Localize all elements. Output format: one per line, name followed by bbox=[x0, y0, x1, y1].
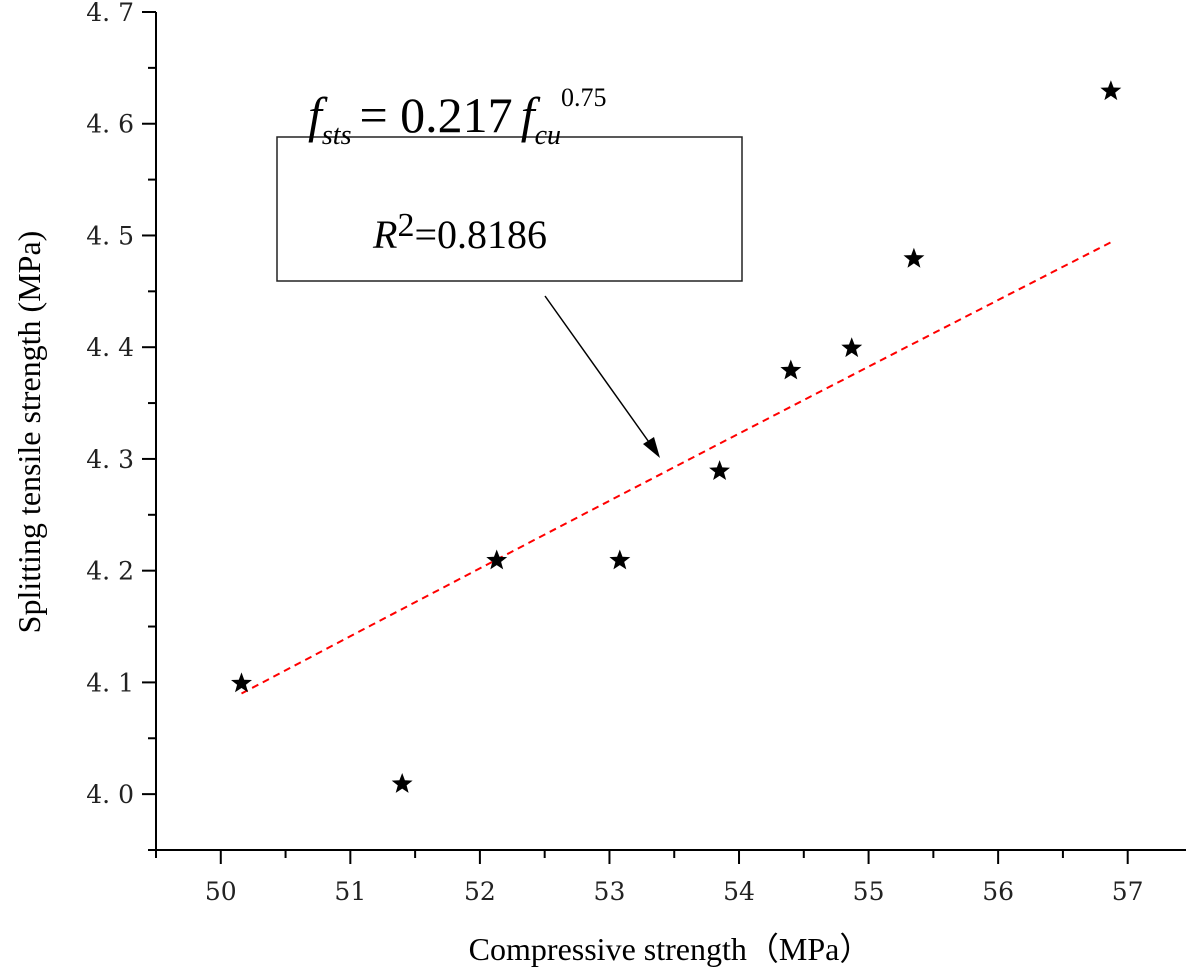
x-tick-label: 54 bbox=[723, 877, 755, 906]
data-point-star bbox=[231, 672, 252, 693]
x-tick-label: 52 bbox=[464, 877, 496, 906]
equation-annotation: fsts = 0.217 fcu0.75 R2=0.8186 bbox=[276, 83, 743, 458]
y-tick-label: 4. 5 bbox=[86, 221, 134, 250]
fit-line bbox=[241, 241, 1112, 695]
x-tick-label: 50 bbox=[205, 877, 237, 906]
annotation-arrow-line bbox=[544, 295, 657, 453]
data-point-star bbox=[391, 773, 413, 793]
fit-line-group bbox=[241, 241, 1112, 695]
y-axis-label: Splitting tensile strength (MPa) bbox=[11, 231, 47, 634]
data-points bbox=[231, 80, 1122, 793]
y-tick-label: 4. 2 bbox=[86, 557, 134, 586]
data-point-star bbox=[1100, 80, 1122, 101]
annotation-arrowhead bbox=[643, 437, 660, 458]
x-tick-label: 57 bbox=[1112, 877, 1144, 906]
x-tick-label: 56 bbox=[982, 877, 1014, 906]
data-point-star bbox=[709, 460, 730, 480]
x-tick-label: 55 bbox=[853, 877, 885, 906]
y-tick-label: 4. 6 bbox=[86, 110, 134, 139]
y-tick-label: 4. 7 bbox=[86, 0, 134, 27]
axes: 50 51 52 53 54 55 56 57 4. 0 4. 1 4. 2 4. 3 4. 4 4. 5… bbox=[86, 0, 1186, 906]
x-tick-label: 51 bbox=[334, 877, 366, 906]
data-point-star bbox=[486, 549, 508, 570]
x-axis-label: Compressive strength（MPa） bbox=[469, 931, 872, 967]
data-point-star bbox=[903, 247, 925, 268]
y-tick-label: 4. 0 bbox=[86, 780, 134, 809]
data-point-star bbox=[841, 337, 863, 358]
y-tick-label: 4. 3 bbox=[86, 445, 134, 474]
x-tick-label: 53 bbox=[594, 877, 626, 906]
r-squared-text: R2=0.8186 bbox=[372, 207, 547, 257]
y-tick-label: 4. 1 bbox=[86, 668, 134, 697]
equation-box bbox=[276, 136, 743, 282]
data-point-star bbox=[609, 549, 631, 570]
data-point-star bbox=[780, 359, 802, 380]
y-tick-label: 4. 4 bbox=[86, 333, 134, 362]
